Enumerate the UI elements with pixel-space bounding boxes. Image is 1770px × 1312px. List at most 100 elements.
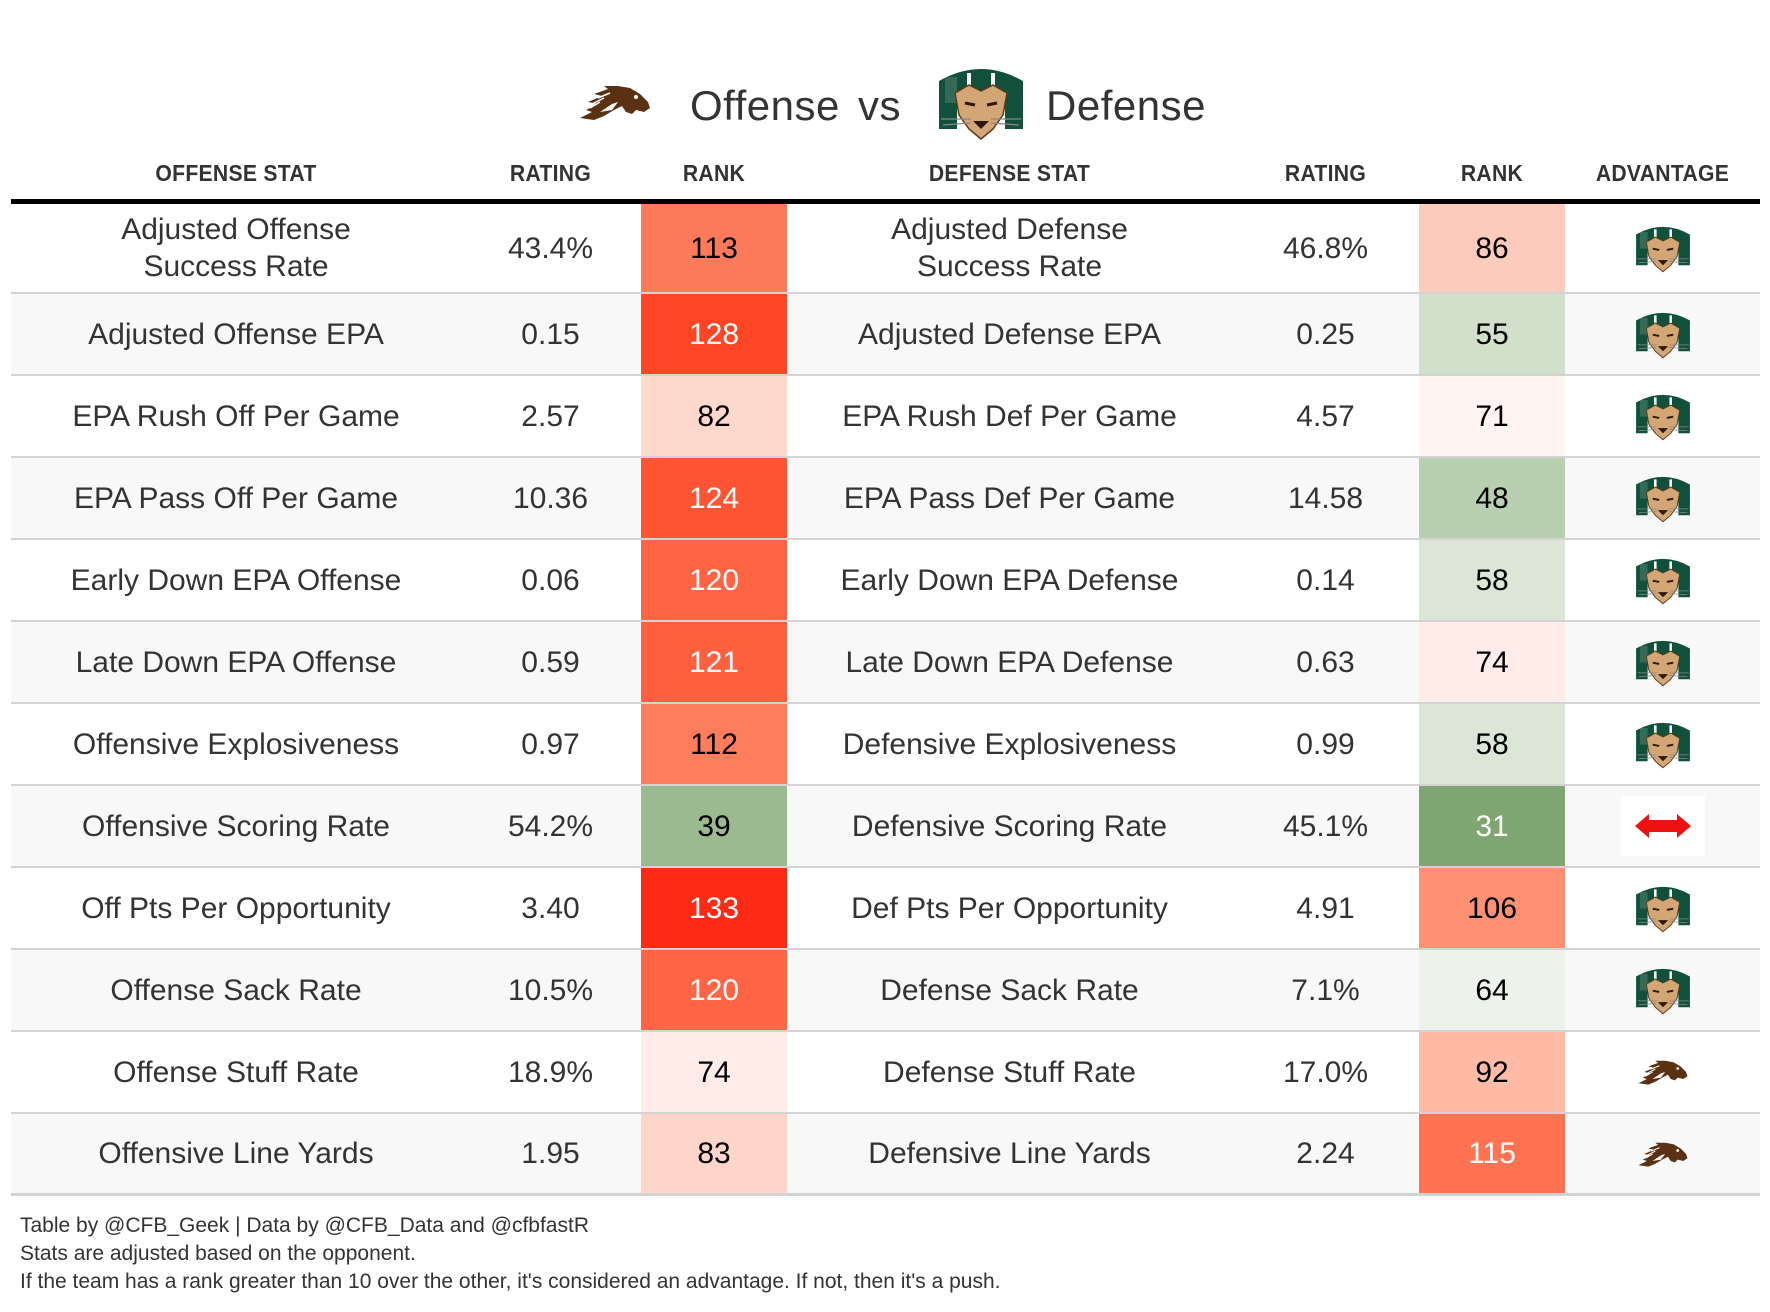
table-row: EPA Rush Off Per Game 2.57 82 EPA Rush Def … bbox=[11, 376, 1760, 458]
defense-rank: 64 bbox=[1475, 973, 1509, 1007]
defense-rank-cell: 58 bbox=[1419, 540, 1565, 620]
header-offense-stat: OFFENSE STAT bbox=[155, 160, 317, 186]
table-row: Offensive Scoring Rate 54.2% 39 Defensive S… bbox=[11, 786, 1760, 868]
ohio-bobcat-logo-icon bbox=[1633, 883, 1693, 933]
advantage-cell bbox=[1565, 1032, 1760, 1112]
offense-stat-name: Offensive Explosiveness bbox=[72, 727, 400, 761]
defense-rating: 4.57 bbox=[1296, 399, 1355, 433]
offense-rating: 1.95 bbox=[521, 1137, 580, 1170]
defense-rating: 45.1% bbox=[1282, 809, 1369, 843]
offense-rank: 112 bbox=[690, 727, 738, 761]
offense-rating: 10.36 bbox=[512, 481, 589, 515]
table-row: Late Down EPA Offense 0.59 121 Late Down EP… bbox=[11, 622, 1760, 704]
table-body: Adjusted Offense Success Rate 43.4% 113 Adj… bbox=[11, 204, 1760, 1196]
offense-stat-name: Offense Sack Rate bbox=[110, 973, 362, 1007]
footer-credits: Table by @CFB_Geek | Data by @CFB_Data a… bbox=[20, 1214, 589, 1237]
offense-rank-cell: 120 bbox=[641, 950, 787, 1030]
ohio-bobcat-logo-icon bbox=[1633, 309, 1693, 359]
offense-stat-name: Offensive Scoring Rate bbox=[82, 809, 390, 843]
advantage-cell bbox=[1565, 458, 1760, 538]
header-rule bbox=[11, 199, 1760, 204]
defense-rank: 58 bbox=[1475, 727, 1509, 761]
defense-rank: 55 bbox=[1475, 317, 1509, 351]
offense-stat-name: Off Pts Per Opportunity bbox=[81, 891, 391, 925]
table-row: Offensive Line Yards 1.95 83 Defensive Line… bbox=[11, 1114, 1760, 1196]
defense-rating: 0.25 bbox=[1296, 317, 1355, 351]
advantage-cell bbox=[1565, 622, 1760, 702]
advantage-cell bbox=[1565, 704, 1760, 784]
offense-rank: 124 bbox=[688, 481, 740, 515]
defense-rating: 14.58 bbox=[1287, 481, 1364, 515]
defense-rating: 17.0% bbox=[1282, 1055, 1369, 1089]
table-header: OFFENSE STAT RATING RANK DEFENSE STAT RA… bbox=[11, 140, 1760, 199]
offense-stat-name: EPA Pass Off Per Game bbox=[73, 481, 399, 515]
ohio-bobcat-logo-icon bbox=[1633, 555, 1693, 605]
defense-rank-cell: 58 bbox=[1419, 704, 1565, 784]
title-vs-label: vs bbox=[858, 82, 901, 129]
defense-rank-cell: 115 bbox=[1419, 1114, 1565, 1193]
defense-rank: 71 bbox=[1475, 399, 1509, 433]
defense-rating: 0.99 bbox=[1296, 727, 1355, 761]
defense-rank: 31 bbox=[1475, 809, 1509, 843]
offense-rating: 0.97 bbox=[521, 727, 580, 761]
defense-rank-cell: 92 bbox=[1419, 1032, 1565, 1112]
offense-stat-name: Offense Stuff Rate bbox=[113, 1055, 359, 1089]
offense-rating: 18.9% bbox=[507, 1055, 594, 1089]
offense-rank: 82 bbox=[697, 399, 731, 433]
defense-rank: 115 bbox=[1468, 1137, 1516, 1170]
push-indicator bbox=[1620, 796, 1705, 856]
defense-rating: 2.24 bbox=[1296, 1137, 1355, 1170]
header-defense-rating: RATING bbox=[1284, 160, 1367, 186]
table-row: EPA Pass Off Per Game 10.36 124 EPA Pass De… bbox=[11, 458, 1760, 540]
ohio-bobcat-logo-icon bbox=[1633, 719, 1693, 769]
offense-rank-cell: 74 bbox=[641, 1032, 787, 1112]
advantage-cell bbox=[1565, 294, 1760, 374]
offense-rank-cell: 82 bbox=[641, 376, 787, 456]
double-arrow-icon bbox=[1634, 814, 1691, 838]
offense-rank-cell: 83 bbox=[641, 1114, 787, 1193]
offense-rank: 39 bbox=[697, 809, 731, 843]
defense-stat-name: Defensive Scoring Rate bbox=[851, 809, 1168, 843]
table-row: Offensive Explosiveness 0.97 112 Defensive … bbox=[11, 704, 1760, 786]
offense-rank: 120 bbox=[688, 563, 740, 597]
defense-rank-cell: 106 bbox=[1419, 868, 1565, 948]
table-row: Early Down EPA Offense 0.06 120 Early Down … bbox=[11, 540, 1760, 622]
footer-adjustment-note: Stats are adjusted based on the opponent… bbox=[20, 1242, 416, 1265]
defense-rank: 92 bbox=[1475, 1055, 1509, 1089]
advantage-cell bbox=[1565, 204, 1760, 292]
header-offense-rating: RATING bbox=[509, 160, 592, 186]
defense-stat-name: Adjusted Defense Success Rate bbox=[891, 213, 1128, 283]
header-defense-stat: DEFENSE STAT bbox=[928, 160, 1091, 186]
offense-rank-cell: 133 bbox=[641, 868, 787, 948]
defense-rating: 7.1% bbox=[1291, 973, 1360, 1007]
offense-rank: 83 bbox=[697, 1137, 731, 1170]
defense-rank-cell: 31 bbox=[1419, 786, 1565, 866]
offense-stat-name: Offensive Line Yards bbox=[98, 1137, 374, 1170]
ohio-bobcat-logo-icon bbox=[1633, 473, 1693, 523]
offense-rank-cell: 113 bbox=[641, 204, 787, 292]
offense-stat-name: EPA Rush Off Per Game bbox=[72, 399, 400, 433]
offense-rank-cell: 120 bbox=[641, 540, 787, 620]
table-row: Offense Sack Rate 10.5% 120 Defense Sack Ra… bbox=[11, 950, 1760, 1032]
table-row: Off Pts Per Opportunity 3.40 133 Def Pts Pe… bbox=[11, 868, 1760, 950]
ohio-bobcat-logo-icon bbox=[1633, 223, 1693, 273]
defense-stat-name: Defense Stuff Rate bbox=[883, 1055, 1136, 1089]
title-offense-label: Offense bbox=[690, 82, 840, 129]
defense-rank: 58 bbox=[1475, 563, 1509, 597]
offense-rating: 0.15 bbox=[521, 317, 580, 351]
defense-rank-cell: 48 bbox=[1419, 458, 1565, 538]
ohio-bobcat-logo-icon bbox=[1633, 637, 1693, 687]
title-defense-label: Defense bbox=[1046, 82, 1206, 129]
offense-rating: 2.57 bbox=[521, 399, 580, 433]
offense-rank: 133 bbox=[688, 891, 740, 925]
footer-advantage-note: If the team has a rank greater than 10 o… bbox=[20, 1270, 1001, 1293]
table-row: Offense Stuff Rate 18.9% 74 Defense Stuff R… bbox=[11, 1032, 1760, 1114]
offense-rating: 3.40 bbox=[521, 891, 580, 925]
offense-rank: 121 bbox=[688, 645, 740, 679]
ohio-bobcat-logo-icon bbox=[1633, 965, 1693, 1015]
offense-stat-name: Early Down EPA Offense bbox=[70, 563, 402, 597]
advantage-cell bbox=[1565, 950, 1760, 1030]
ohio-bobcat-logo-icon bbox=[935, 63, 1027, 141]
offense-stat-name: Adjusted Offense EPA bbox=[88, 317, 384, 351]
table-row: Adjusted Offense EPA 0.15 128 Adjusted Defe… bbox=[11, 294, 1760, 376]
